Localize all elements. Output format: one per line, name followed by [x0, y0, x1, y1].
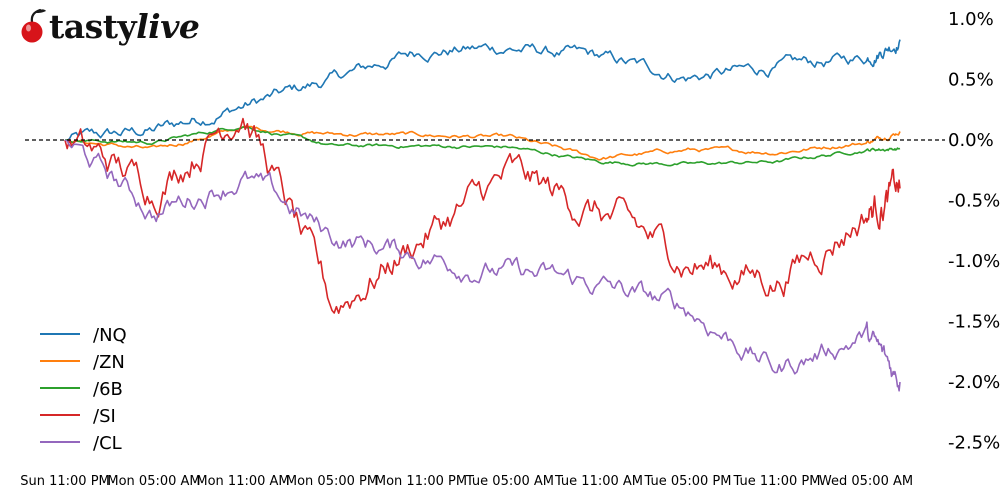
legend-label: /6B [93, 379, 123, 400]
y-tick-label: -0.5% [948, 191, 1000, 212]
cherry-icon [21, 8, 46, 43]
series-line-zn [64, 125, 901, 161]
x-tick-label: Mon 05:00 AM [107, 474, 200, 489]
legend-label: /SI [93, 406, 116, 427]
x-tick-label: Wed 05:00 AM [819, 474, 913, 489]
legend-label: /NQ [93, 325, 127, 346]
y-tick-label: -1.0% [948, 251, 1000, 272]
logo-text: tastylive [49, 6, 200, 46]
legend-label: /ZN [93, 352, 125, 373]
y-tick-label: 1.0% [948, 9, 994, 30]
y-tick-label: -2.0% [948, 372, 1000, 393]
y-tick-label: -2.5% [948, 433, 1000, 454]
x-tick-label: Mon 11:00 PM [375, 474, 467, 489]
series-line-nq [64, 39, 901, 142]
x-tick-label: Tue 05:00 PM [644, 474, 732, 489]
y-axis-ticks: 1.0% 0.5% 0.0% -0.5% -1.0% -1.5% -2.0% -2.5% [948, 9, 1000, 454]
legend-label: /CL [93, 433, 122, 454]
tastylive-logo: tastylive [18, 4, 200, 48]
x-tick-label: Tue 11:00 PM [733, 474, 821, 489]
series-layer [64, 39, 901, 392]
series-line-si [64, 117, 901, 314]
legend: /NQ/ZN/6B/SI/CL [40, 325, 127, 454]
x-tick-label: Mon 11:00 AM [196, 474, 289, 489]
x-tick-label: Mon 05:00 PM [286, 474, 378, 489]
x-tick-label: Tue 11:00 AM [554, 474, 643, 489]
y-tick-label: 0.5% [948, 70, 994, 91]
series-line-cl [64, 139, 901, 392]
y-tick-label: 0.0% [948, 130, 994, 151]
x-tick-label: Tue 05:00 AM [465, 474, 554, 489]
series-line-6b [64, 126, 901, 167]
x-tick-label: Sun 11:00 PM [20, 474, 110, 489]
y-tick-label: -1.5% [948, 312, 1000, 333]
